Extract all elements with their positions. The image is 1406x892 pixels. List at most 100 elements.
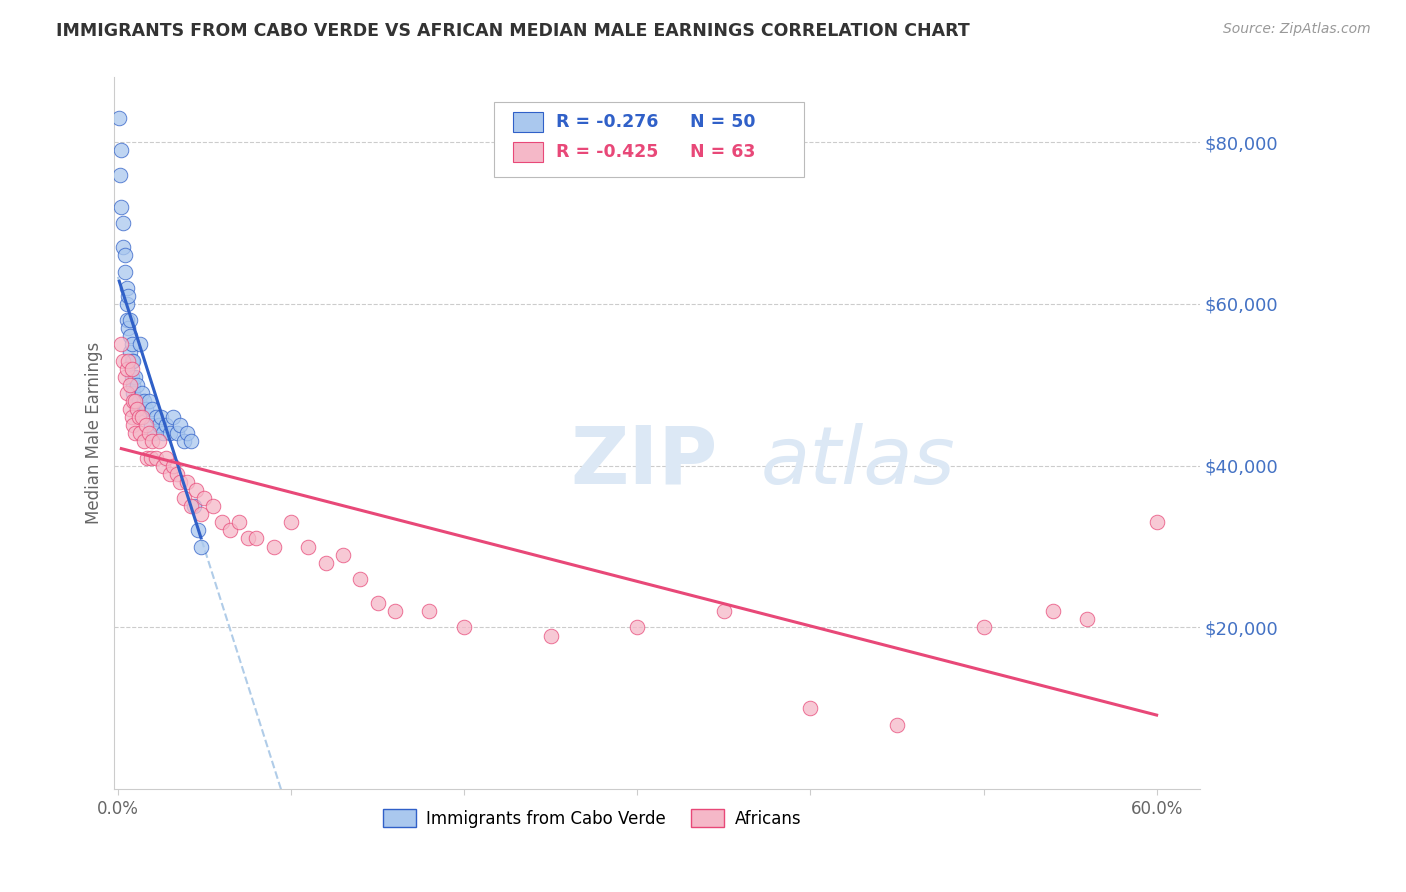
Point bbox=[626, 620, 648, 634]
Point bbox=[129, 337, 152, 351]
Point bbox=[155, 450, 177, 465]
Y-axis label: Median Male Earnings: Median Male Earnings bbox=[86, 343, 103, 524]
Point bbox=[118, 329, 141, 343]
Point bbox=[114, 264, 136, 278]
Point bbox=[190, 507, 212, 521]
Point bbox=[141, 434, 163, 449]
Point bbox=[169, 418, 191, 433]
Point bbox=[110, 337, 132, 351]
Legend: Immigrants from Cabo Verde, Africans: Immigrants from Cabo Verde, Africans bbox=[377, 803, 807, 834]
Text: Source: ZipAtlas.com: Source: ZipAtlas.com bbox=[1223, 22, 1371, 37]
Point bbox=[124, 394, 146, 409]
Point bbox=[228, 516, 250, 530]
Point bbox=[122, 394, 145, 409]
Point bbox=[155, 418, 177, 433]
Point bbox=[138, 426, 160, 441]
Point bbox=[135, 402, 157, 417]
Point bbox=[162, 410, 184, 425]
Point bbox=[124, 426, 146, 441]
Point bbox=[112, 216, 135, 230]
Point bbox=[112, 353, 135, 368]
Point bbox=[886, 717, 908, 731]
Point bbox=[135, 418, 157, 433]
Point bbox=[145, 410, 167, 425]
Point bbox=[117, 289, 139, 303]
Point bbox=[1146, 516, 1168, 530]
Text: atlas: atlas bbox=[761, 423, 955, 500]
Text: R = -0.425: R = -0.425 bbox=[557, 144, 658, 161]
FancyBboxPatch shape bbox=[513, 112, 543, 132]
Text: ZIP: ZIP bbox=[571, 423, 717, 500]
Point bbox=[115, 361, 138, 376]
Point bbox=[166, 426, 188, 441]
Point bbox=[193, 491, 215, 505]
Point bbox=[367, 596, 389, 610]
Point bbox=[148, 418, 170, 433]
Point bbox=[263, 540, 285, 554]
Point bbox=[280, 516, 302, 530]
Point bbox=[169, 475, 191, 489]
Text: N = 63: N = 63 bbox=[690, 144, 755, 161]
Point bbox=[132, 434, 155, 449]
Point bbox=[150, 410, 173, 425]
FancyBboxPatch shape bbox=[513, 142, 543, 162]
Point bbox=[183, 499, 205, 513]
Point bbox=[125, 377, 148, 392]
Point bbox=[349, 572, 371, 586]
Point bbox=[131, 410, 153, 425]
Point bbox=[124, 394, 146, 409]
Point bbox=[124, 369, 146, 384]
Point bbox=[202, 499, 225, 513]
Point bbox=[114, 248, 136, 262]
Point bbox=[173, 434, 195, 449]
Point bbox=[245, 532, 267, 546]
Point bbox=[118, 313, 141, 327]
FancyBboxPatch shape bbox=[495, 103, 804, 178]
Point bbox=[166, 467, 188, 481]
Point bbox=[115, 297, 138, 311]
Point bbox=[211, 516, 233, 530]
Point bbox=[128, 410, 150, 425]
Point bbox=[184, 483, 207, 497]
Point bbox=[110, 168, 132, 182]
Point bbox=[1042, 604, 1064, 618]
Point bbox=[129, 426, 152, 441]
Point bbox=[121, 353, 143, 368]
Point bbox=[136, 450, 159, 465]
Point bbox=[453, 620, 475, 634]
Point bbox=[190, 540, 212, 554]
Point bbox=[122, 353, 145, 368]
Point bbox=[315, 556, 337, 570]
Point bbox=[384, 604, 406, 618]
Point bbox=[121, 410, 143, 425]
Point bbox=[115, 281, 138, 295]
Point bbox=[139, 418, 162, 433]
Point bbox=[128, 394, 150, 409]
Text: IMMIGRANTS FROM CABO VERDE VS AFRICAN MEDIAN MALE EARNINGS CORRELATION CHART: IMMIGRANTS FROM CABO VERDE VS AFRICAN ME… bbox=[56, 22, 970, 40]
Point bbox=[152, 426, 174, 441]
Point bbox=[125, 402, 148, 417]
Point bbox=[118, 345, 141, 359]
Point bbox=[332, 548, 354, 562]
Point bbox=[159, 467, 181, 481]
Point bbox=[125, 402, 148, 417]
Point bbox=[117, 321, 139, 335]
Point bbox=[138, 394, 160, 409]
Point bbox=[799, 701, 821, 715]
Point bbox=[145, 450, 167, 465]
Point bbox=[114, 369, 136, 384]
Point bbox=[122, 385, 145, 400]
Point bbox=[112, 240, 135, 254]
Point bbox=[132, 394, 155, 409]
Point bbox=[973, 620, 995, 634]
Point bbox=[297, 540, 319, 554]
Point bbox=[162, 458, 184, 473]
Point bbox=[180, 499, 202, 513]
Point bbox=[173, 491, 195, 505]
Point bbox=[176, 475, 198, 489]
Point bbox=[219, 524, 242, 538]
Point bbox=[159, 426, 181, 441]
Text: N = 50: N = 50 bbox=[690, 113, 755, 131]
Point bbox=[121, 361, 143, 376]
Point bbox=[152, 458, 174, 473]
